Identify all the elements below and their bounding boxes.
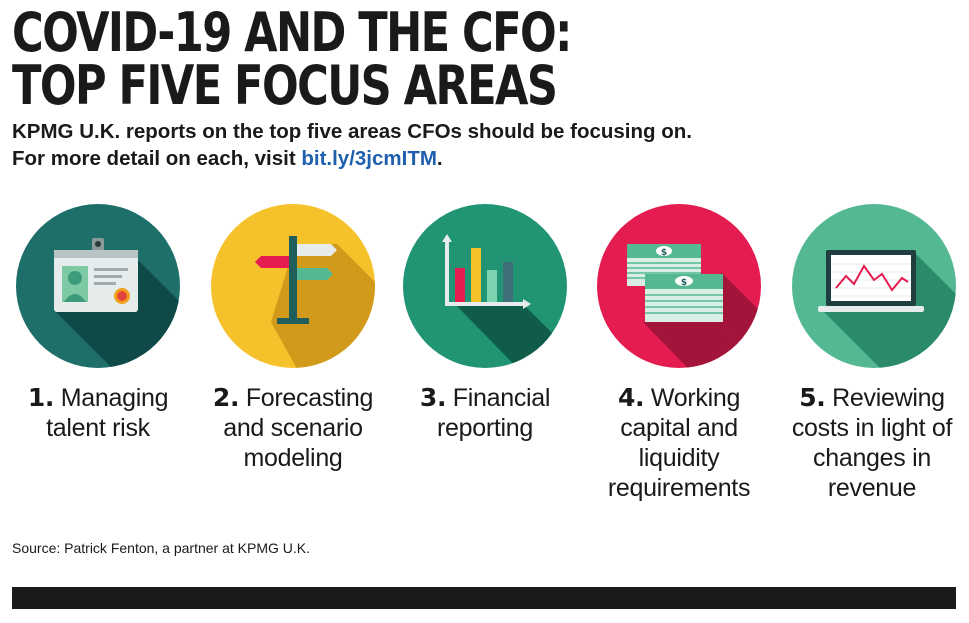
focus-area-label-1: 1. Managing talent risk bbox=[8, 383, 188, 443]
focus-area-number-4: 4. bbox=[617, 383, 645, 412]
id-badge-icon bbox=[16, 204, 180, 368]
subtitle-line-2: For more detail on each, visit bit.ly/3j… bbox=[12, 145, 912, 172]
focus-area-label-5-line-2: costs in light of bbox=[791, 414, 953, 442]
bottom-divider-bar bbox=[12, 587, 956, 609]
focus-area-number-2: 2. bbox=[212, 383, 240, 412]
focus-area-label-2-first-words: Forecasting bbox=[245, 384, 374, 412]
focus-area-label-1-line-1: 1. Managing bbox=[8, 383, 188, 413]
bar-chart-icon bbox=[403, 204, 567, 368]
source-note: Source: Patrick Fenton, a partner at KPM… bbox=[12, 540, 311, 556]
focus-area-number-5: 5. bbox=[799, 383, 826, 412]
focus-area-label-4: 4. Working capital and liquidity require… bbox=[589, 383, 769, 503]
focus-area-label-4-line-4: requirements bbox=[607, 474, 751, 502]
focus-area-label-3-line-2: reporting bbox=[437, 414, 533, 442]
focus-area-label-2-line-3: modeling bbox=[243, 444, 343, 472]
signpost-icon bbox=[211, 204, 375, 368]
focus-area-label-5-first-words: Reviewing bbox=[832, 384, 945, 412]
focus-area-label-3-line-1: 3. Financial bbox=[395, 383, 575, 413]
subtitle-line-1: KPMG U.K. reports on the top five areas … bbox=[12, 120, 692, 143]
cash-stacks-icon: $ $ bbox=[597, 204, 761, 368]
focus-area-label-5-line-1: 5. Reviewing bbox=[782, 383, 962, 413]
svg-text:$: $ bbox=[681, 278, 687, 288]
focus-area-label-4-line-1: 4. Working bbox=[589, 383, 769, 413]
focus-area-label-2-line-1: 2. Forecasting bbox=[203, 383, 383, 413]
detail-link[interactable]: bit.ly/3jcmITM bbox=[301, 147, 437, 170]
focus-area-label-3-first-words: Financial bbox=[452, 384, 551, 412]
subtitle-line-2-suffix: . bbox=[436, 147, 443, 170]
focus-area-label-5-line-3: changes in bbox=[813, 444, 931, 472]
focus-area-label-4-line-3: liquidity bbox=[638, 444, 720, 472]
subtitle-line-2-prefix: For more detail on each, visit bbox=[12, 147, 302, 170]
focus-area-number-3: 3. bbox=[419, 383, 447, 412]
focus-area-label-2-line-2: and scenario bbox=[223, 414, 363, 442]
focus-area-label-1-first-words: Managing bbox=[60, 384, 169, 412]
subtitle: KPMG U.K. reports on the top five areas … bbox=[12, 118, 912, 172]
focus-area-label-5-line-4: revenue bbox=[827, 474, 917, 502]
svg-text:$: $ bbox=[661, 248, 667, 258]
focus-area-label-5: 5. Reviewing costs in light of changes i… bbox=[782, 383, 962, 503]
title-line-1: COVID-19 AND THE CFO: bbox=[12, 1, 572, 64]
focus-area-label-1-line-2: talent risk bbox=[46, 414, 150, 442]
focus-area-label-4-first-words: Working bbox=[650, 384, 741, 412]
infographic-title: COVID-19 AND THE CFO: TOP FIVE FOCUS ARE… bbox=[12, 1, 764, 117]
title-line-2: TOP FIVE FOCUS AREAS bbox=[12, 54, 558, 117]
focus-area-label-2: 2. Forecasting and scenario modeling bbox=[203, 383, 383, 473]
focus-area-label-3: 3. Financial reporting bbox=[395, 383, 575, 443]
laptop-chart-icon bbox=[792, 204, 956, 368]
focus-area-label-4-line-2: capital and bbox=[620, 414, 738, 442]
focus-area-number-1: 1. bbox=[27, 383, 55, 412]
